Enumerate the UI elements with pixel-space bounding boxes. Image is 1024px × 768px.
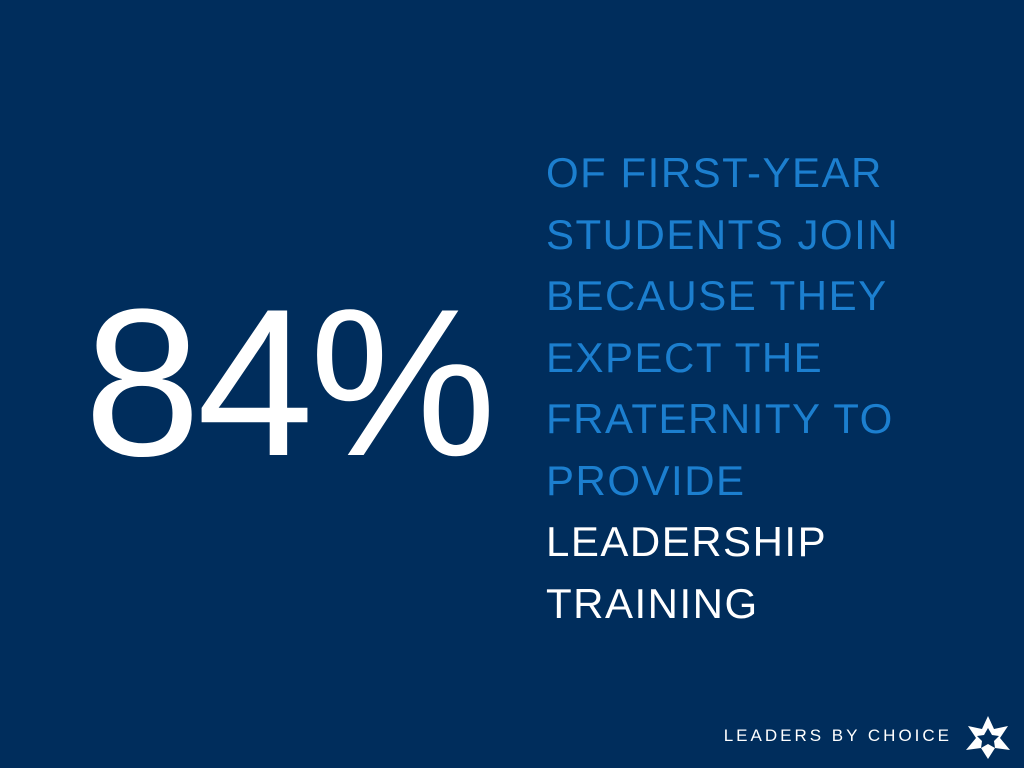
statement-line: STUDENTS JOIN [546,210,900,258]
logo [966,716,1010,759]
statement-line: OF FIRST-YEAR [546,149,883,196]
statement-line: PROVIDE [546,456,746,504]
emphasis-line: LEADERSHIP [546,518,828,565]
statement-line: FRATERNITY TO [546,395,894,442]
emphasis-line: TRAINING [546,579,759,627]
footer: LEADERS BY CHOICE [723,726,952,745]
stat: 84% [84,265,496,500]
statement-line: BECAUSE THEY [546,272,888,319]
logo-inner [977,728,999,748]
statement-line: EXPECT THE [546,333,824,381]
statement: OF FIRST-YEAR STUDENTS JOIN BECAUSE THEY EX… [546,142,899,634]
